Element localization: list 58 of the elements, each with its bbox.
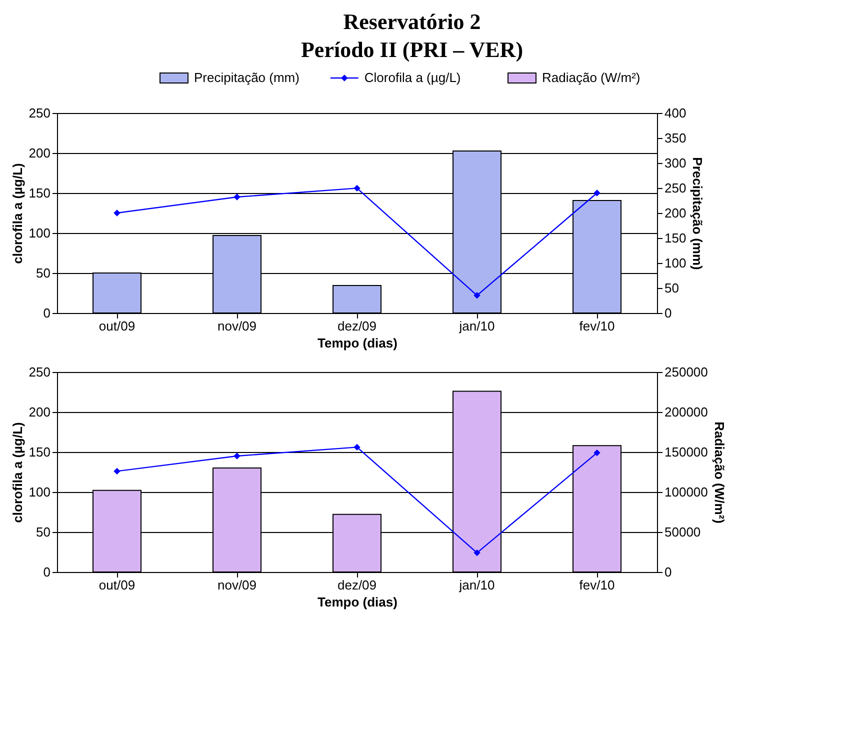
point	[474, 292, 480, 299]
y2-tick-label: 100	[664, 256, 686, 270]
y2-tick-label: 50000	[664, 524, 701, 540]
y2-tick-label: 300	[664, 156, 686, 170]
y2-axis-title: Precipitação (mm)	[690, 157, 706, 270]
y-axis-title: clorofila a (µg/L)	[10, 422, 25, 523]
point	[594, 449, 600, 456]
y-tick-label: 250	[28, 364, 50, 380]
y-tick-label: 100	[28, 226, 50, 240]
chart-subtitle: Período II (PRI – VER)	[300, 37, 524, 62]
y2-tick-label: 250	[664, 180, 686, 196]
y-tick-label: 200	[28, 404, 50, 420]
y2-tick-label: 0	[664, 306, 672, 320]
point	[594, 190, 600, 196]
legend-label: Radiação (W/m²)	[542, 70, 640, 85]
point	[114, 210, 120, 216]
x-tick-label: out/09	[98, 578, 136, 592]
legend-label: Precipitação (mm)	[194, 70, 300, 85]
y-tick-label: 250	[28, 106, 50, 120]
y-tick-label: 200	[28, 146, 50, 160]
y2-tick-label: 0	[664, 564, 672, 580]
x-tick-label: fev/10	[579, 578, 615, 592]
x-tick-label: dez/09	[337, 318, 377, 334]
x-tick-label: jan/10	[458, 578, 495, 592]
y2-tick-label: 100000	[664, 484, 708, 500]
y2-tick-label: 150	[664, 230, 686, 246]
point	[234, 194, 240, 200]
y2-tick-label: 200000	[664, 404, 708, 420]
y-axis-title: clorofila a (µg/L)	[10, 163, 25, 264]
y-tick-label: 150	[28, 444, 50, 460]
y2-tick-label: 200	[664, 206, 686, 220]
y-tick-label: 50	[36, 266, 50, 280]
point	[354, 184, 360, 192]
x-tick-label: fev/10	[579, 318, 615, 334]
y-tick-label: 50	[36, 524, 50, 540]
x-axis-title: Tempo (dias)	[318, 336, 398, 350]
y-tick-label: 100	[28, 484, 50, 500]
x-tick-label: jan/10	[458, 318, 495, 334]
x-tick-label: dez/09	[337, 578, 377, 592]
point	[354, 444, 360, 451]
y2-tick-label: 50	[664, 280, 679, 296]
x-tick-label: nov/09	[217, 578, 257, 592]
y2-tick-label: 350	[664, 130, 686, 146]
y-tick-label: 0	[43, 306, 50, 320]
x-tick-label: nov/09	[217, 318, 257, 334]
legend-label: Clorofila a (µg/L)	[364, 70, 461, 85]
x-axis-title: Tempo (dias)	[318, 594, 398, 610]
y2-tick-label: 150000	[664, 444, 708, 460]
point	[474, 549, 480, 556]
point	[114, 468, 120, 475]
chart-title: Reservatório 2	[343, 9, 481, 34]
y2-tick-label: 250000	[664, 364, 708, 380]
x-tick-label: out/09	[98, 318, 136, 334]
point	[234, 452, 240, 460]
y2-tick-label: 400	[664, 106, 686, 120]
y2-axis-title: Radiação (W/m²)	[712, 422, 727, 524]
y-tick-label: 0	[43, 564, 50, 580]
y-tick-label: 150	[28, 186, 50, 200]
